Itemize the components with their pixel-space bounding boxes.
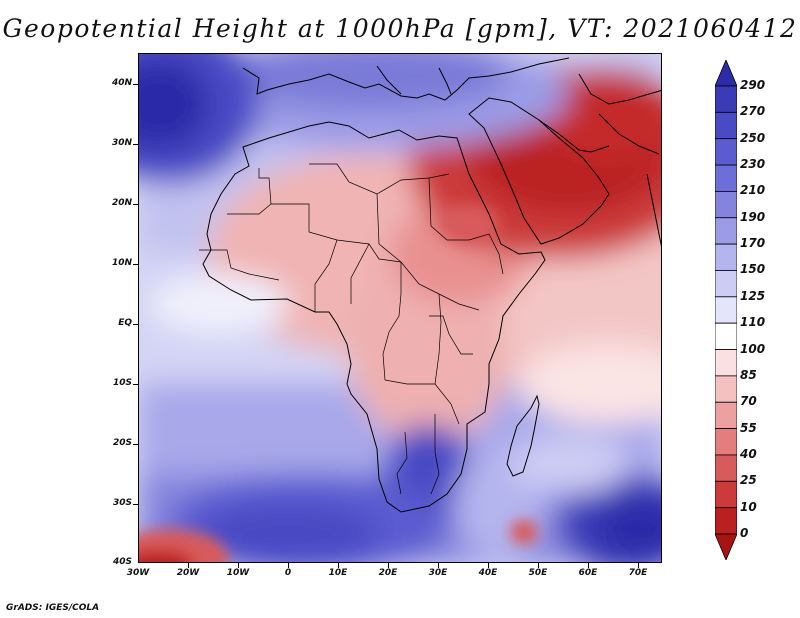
lat-tick — [133, 144, 138, 145]
lat-label-20s: 20S — [112, 438, 132, 448]
lon-label-10w: 10W — [226, 568, 250, 578]
colorbar-cell — [715, 138, 737, 166]
lat-tick — [133, 504, 138, 505]
chart-title: Geopotential Height at 1000hPa [gpm], VT… — [2, 14, 798, 43]
colorbar-label: 290 — [740, 78, 766, 92]
lat-tick — [133, 324, 138, 325]
colorbar-cell — [715, 454, 737, 482]
colorbar-cell — [715, 375, 737, 403]
colorbar-label: 40 — [740, 446, 757, 461]
lon-tick — [488, 563, 489, 568]
colorbar-cell — [715, 296, 737, 324]
colorbar-cell — [715, 164, 737, 192]
lon-tick — [438, 563, 439, 568]
borders — [199, 163, 504, 495]
colorbar-cell — [715, 191, 737, 219]
colorbar-label: 270 — [740, 104, 766, 119]
lon-tick — [388, 563, 389, 568]
colorbar-label: 190 — [740, 209, 766, 224]
lat-label-20n: 20N — [111, 198, 132, 208]
colorbar-label: 10 — [740, 499, 757, 514]
lon-tick — [238, 563, 239, 568]
colorbar-label: 170 — [740, 236, 766, 251]
field-detail — [139, 204, 538, 562]
colorbar-cell — [715, 507, 737, 535]
lon-label-20e: 20E — [378, 568, 398, 578]
lat-tick — [133, 384, 138, 385]
lon-label-30e: 30E — [428, 568, 448, 578]
colorbar-label: 25 — [740, 473, 757, 488]
lat-label-10n: 10N — [111, 258, 132, 268]
colorbar-cell — [715, 401, 737, 429]
colorbar-label: 150 — [740, 262, 766, 277]
map-canvas — [139, 54, 661, 562]
colorbar-cell — [715, 480, 737, 509]
colorbar-bottom-triangle — [715, 533, 737, 560]
lon-tick — [638, 563, 639, 568]
grads-credit: GrADS: IGES/COLA — [6, 603, 100, 613]
coastlines — [202, 57, 661, 513]
colorbar-cell — [715, 270, 737, 298]
colorbar-label: 125 — [740, 288, 766, 303]
colorbar-label: 70 — [740, 394, 757, 409]
lon-label-0: 0 — [284, 568, 292, 578]
lon-tick — [338, 563, 339, 568]
map-panel — [138, 53, 662, 563]
lon-label-70e: 70E — [628, 568, 648, 578]
colorbar-cell — [715, 243, 737, 271]
colorbar-cell — [715, 217, 737, 245]
colorbar-label: 110 — [740, 315, 766, 330]
lat-label-10s: 10S — [112, 378, 132, 388]
colorbar-cell — [715, 349, 737, 377]
colorbar-top-triangle — [715, 60, 737, 87]
lat-label-30s: 30S — [112, 498, 132, 508]
colorbar-label: 210 — [740, 183, 766, 198]
field-shading — [139, 54, 661, 562]
lon-tick — [288, 563, 289, 568]
lat-label-40s: 40S — [112, 557, 132, 567]
colorbar-label: 100 — [740, 341, 766, 356]
lon-label-60e: 60E — [578, 568, 598, 578]
lon-tick — [588, 563, 589, 568]
lat-tick — [133, 264, 138, 265]
lon-tick — [538, 563, 539, 568]
colorbar-label: 0 — [740, 526, 749, 540]
lon-label-50e: 50E — [528, 568, 548, 578]
colorbar-cell — [715, 322, 737, 350]
lat-tick — [133, 84, 138, 85]
colorbar-label: 230 — [740, 157, 766, 172]
colorbar-cell — [715, 428, 737, 456]
lat-label-40n: 40N — [111, 78, 132, 88]
colorbar-label: 85 — [740, 367, 757, 382]
lat-label-eq: EQ — [118, 318, 132, 328]
colorbar — [715, 60, 737, 560]
lon-label-10e: 10E — [328, 568, 348, 578]
lon-label-40e: 40E — [478, 568, 498, 578]
lat-tick — [133, 444, 138, 445]
lon-tick — [188, 563, 189, 568]
colorbar-cell — [715, 111, 737, 140]
lon-label-30w: 30W — [126, 568, 150, 578]
lat-label-30n: 30N — [111, 138, 132, 148]
colorbar-label: 250 — [740, 130, 766, 145]
colorbar-cell — [715, 85, 737, 113]
lon-label-20w: 20W — [176, 568, 200, 578]
lat-tick — [133, 204, 138, 205]
colorbar-label: 55 — [740, 420, 757, 435]
